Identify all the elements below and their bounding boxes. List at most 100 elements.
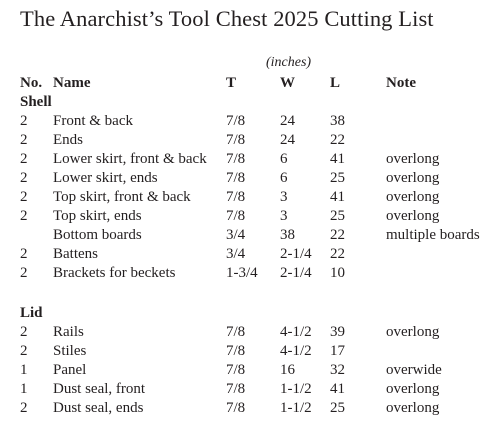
cell-name: Dust seal, front [53,381,146,397]
table-row: 2 Top skirt, ends 7/8 3 25 overlong [0,208,498,227]
cell-no: 2 [20,400,28,416]
cell-no: 2 [20,113,28,129]
cell-t: 7/8 [226,362,246,378]
cell-note: overlong [386,189,440,205]
cell-l: 41 [330,381,345,397]
cell-no: 2 [20,343,28,359]
units-label: (inches) [266,55,312,70]
table-row: 2 Rails 7/8 4-1/2 39 overlong [0,324,498,343]
cell-w: 4-1/2 [280,324,312,340]
cell-t: 7/8 [226,113,246,129]
table-row: 2 Lower skirt, ends 7/8 6 25 overlong [0,170,498,189]
cell-w: 2-1/4 [280,265,312,281]
cell-name: Lower skirt, front & back [53,151,207,167]
cell-w: 3 [280,189,288,205]
cell-l: 41 [330,151,345,167]
cell-l: 25 [330,400,345,416]
cell-name: Bottom boards [53,227,142,243]
cell-name: Rails [53,324,84,340]
cell-t: 3/4 [226,227,246,243]
cell-no: 2 [20,151,28,167]
cell-note: overlong [386,400,440,416]
cell-w: 38 [280,227,295,243]
cell-t: 1-3/4 [226,265,258,281]
table-row: 2 Lower skirt, front & back 7/8 6 41 overlong [0,151,498,170]
table-row: 2 Dust seal, ends 7/8 1-1/2 25 overlong [0,400,498,419]
cell-l: 41 [330,189,345,205]
cell-l: 10 [330,265,345,281]
table-row: 2 Top skirt, front & back 7/8 3 41 overlong [0,189,498,208]
header-l: L [330,75,341,91]
cell-no: 2 [20,208,28,224]
cell-w: 6 [280,151,288,167]
cell-w: 24 [280,113,295,129]
cell-l: 22 [330,132,345,148]
cell-note: multiple boards [386,227,480,243]
cell-w: 2-1/4 [280,246,312,262]
cell-l: 39 [330,324,345,340]
table-row: 2 Brackets for beckets 1-3/4 2-1/4 10 [0,265,498,284]
cell-t: 7/8 [226,189,246,205]
cell-t: 3/4 [226,246,246,262]
header-name: Name [53,75,91,91]
cell-l: 22 [330,246,345,262]
cell-l: 38 [330,113,345,129]
cell-note: overlong [386,381,440,397]
cell-w: 1-1/2 [280,381,312,397]
header-w: W [280,75,295,91]
cell-no: 2 [20,246,28,262]
table-row: Bottom boards 3/4 38 22 multiple boards [0,227,498,246]
cell-w: 3 [280,208,288,224]
cell-t: 7/8 [226,381,246,397]
cell-name: Front & back [53,113,133,129]
cell-w: 24 [280,132,295,148]
cell-w: 4-1/2 [280,343,312,359]
table-row: 1 Dust seal, front 7/8 1-1/2 41 overlong [0,381,498,400]
cell-w: 1-1/2 [280,400,312,416]
cell-name: Ends [53,132,83,148]
cell-no: 1 [20,362,28,378]
table-row: 2 Ends 7/8 24 22 [0,132,498,151]
cell-no: 2 [20,132,28,148]
table-row: 2 Stiles 7/8 4-1/2 17 [0,343,498,362]
cell-note: overlong [386,170,440,186]
cell-no: 1 [20,381,28,397]
cell-note: overlong [386,151,440,167]
cell-name: Brackets for beckets [53,265,176,281]
cell-no: 2 [20,170,28,186]
cell-name: Battens [53,246,98,262]
header-no: No. [20,75,43,91]
table-row: 1 Panel 7/8 16 32 overwide [0,362,498,381]
cell-name: Lower skirt, ends [53,170,158,186]
cell-t: 7/8 [226,151,246,167]
cell-l: 22 [330,227,345,243]
section-lid: Lid [20,305,43,321]
cell-name: Top skirt, ends [53,208,142,224]
section-shell: Shell [20,94,52,110]
cell-l: 25 [330,208,345,224]
table-row: 2 Front & back 7/8 24 38 [0,113,498,132]
cell-w: 6 [280,170,288,186]
cell-t: 7/8 [226,208,246,224]
cell-note: overwide [386,362,442,378]
cell-note: overlong [386,324,440,340]
cell-name: Panel [53,362,87,378]
cell-t: 7/8 [226,170,246,186]
cell-no: 2 [20,265,28,281]
cell-no: 2 [20,189,28,205]
cell-l: 32 [330,362,345,378]
header-t: T [226,75,237,91]
cell-t: 7/8 [226,132,246,148]
header-note: Note [386,75,416,91]
cell-name: Dust seal, ends [53,400,144,416]
cell-name: Stiles [53,343,87,359]
header-row: No. Name T W L Note [0,75,498,94]
page-title: The Anarchist’s Tool Chest 2025 Cutting … [20,6,434,31]
cell-note: overlong [386,208,440,224]
cell-no: 2 [20,324,28,340]
cell-name: Top skirt, front & back [53,189,191,205]
cell-l: 17 [330,343,345,359]
cell-w: 16 [280,362,295,378]
cell-t: 7/8 [226,324,246,340]
table-row: 2 Battens 3/4 2-1/4 22 [0,246,498,265]
